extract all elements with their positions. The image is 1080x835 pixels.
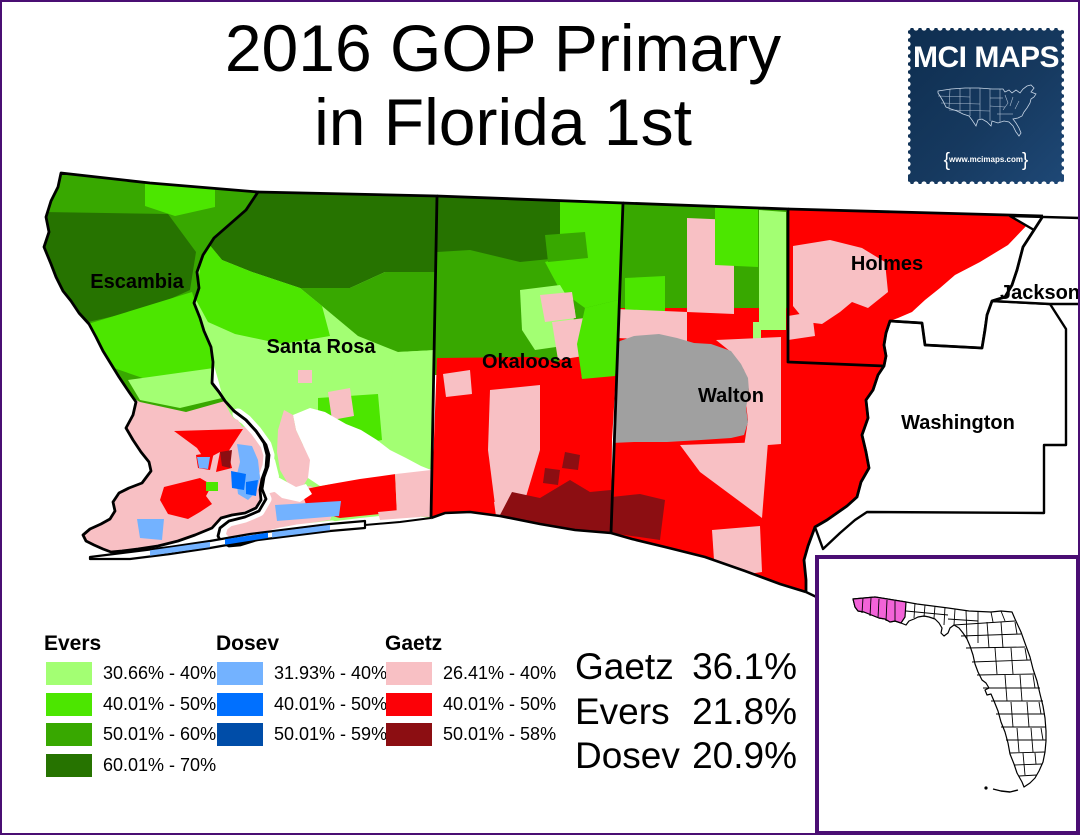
svg-text:www.mcimaps.com: www.mcimaps.com	[948, 155, 1023, 164]
svg-text:Walton: Walton	[698, 385, 764, 407]
svg-text:Holmes: Holmes	[851, 253, 923, 275]
svg-text:MCI MAPS: MCI MAPS	[913, 41, 1059, 74]
svg-text:Okaloosa: Okaloosa	[482, 351, 573, 373]
svg-text:}: }	[1022, 150, 1028, 171]
svg-text:Santa Rosa: Santa Rosa	[267, 336, 377, 358]
svg-text:Jackson: Jackson	[1000, 282, 1080, 304]
svg-text:Escambia: Escambia	[90, 271, 184, 293]
svg-text:Washington: Washington	[901, 412, 1015, 434]
svg-text:{: {	[944, 150, 951, 171]
